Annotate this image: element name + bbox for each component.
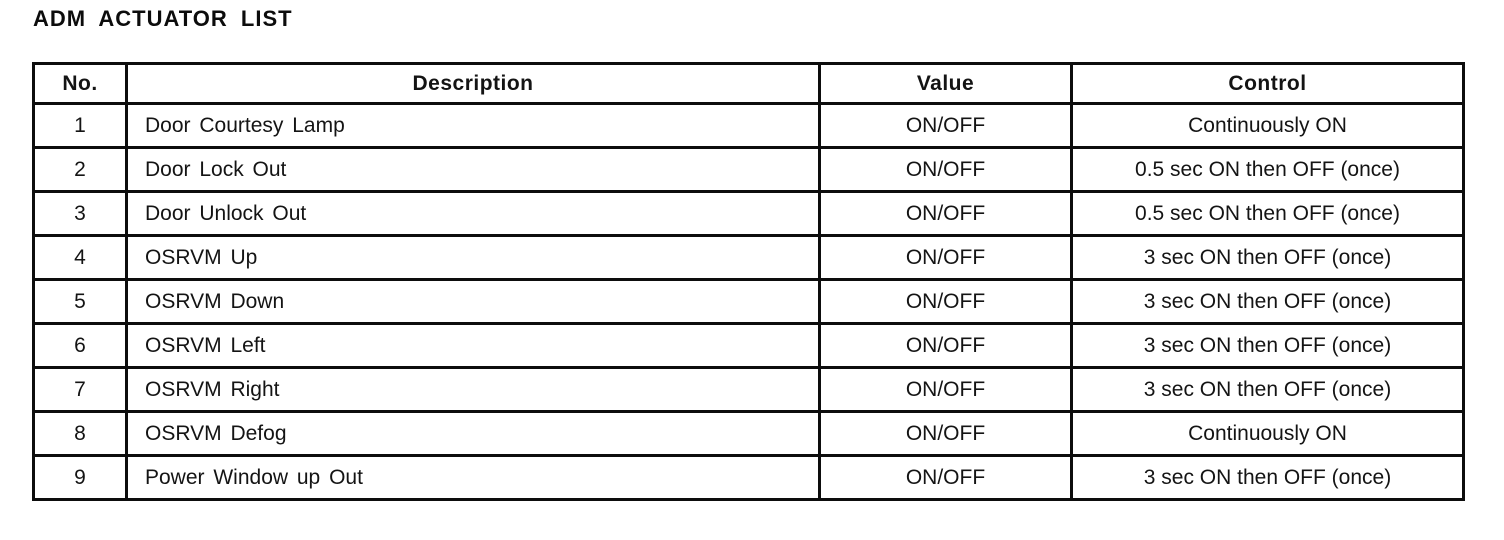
cell-value: ON/OFF	[818, 190, 1073, 237]
cell-no: 8	[32, 410, 128, 457]
cell-no: 3	[32, 190, 128, 237]
table-row: 5 OSRVM Down ON/OFF 3 sec ON then OFF (o…	[32, 278, 1465, 325]
cell-no: 5	[32, 278, 128, 325]
cell-description: OSRVM Down	[125, 278, 821, 325]
cell-description: Door Lock Out	[125, 146, 821, 193]
cell-description: OSRVM Defog	[125, 410, 821, 457]
cell-no: 9	[32, 454, 128, 501]
cell-value: ON/OFF	[818, 102, 1073, 149]
cell-control: Continuously ON	[1070, 410, 1465, 457]
header-control: Control	[1070, 62, 1465, 105]
cell-value: ON/OFF	[818, 410, 1073, 457]
table-row: 6 OSRVM Left ON/OFF 3 sec ON then OFF (o…	[32, 322, 1465, 369]
cell-value: ON/OFF	[818, 234, 1073, 281]
cell-value: ON/OFF	[818, 366, 1073, 413]
cell-control: 3 sec ON then OFF (once)	[1070, 322, 1465, 369]
cell-description: OSRVM Right	[125, 366, 821, 413]
cell-value: ON/OFF	[818, 454, 1073, 501]
cell-control: Continuously ON	[1070, 102, 1465, 149]
cell-control: 3 sec ON then OFF (once)	[1070, 234, 1465, 281]
cell-value: ON/OFF	[818, 322, 1073, 369]
table-row: 3 Door Unlock Out ON/OFF 0.5 sec ON then…	[32, 190, 1465, 237]
header-description: Description	[125, 62, 821, 105]
cell-control: 0.5 sec ON then OFF (once)	[1070, 146, 1465, 193]
cell-no: 2	[32, 146, 128, 193]
cell-value: ON/OFF	[818, 278, 1073, 325]
header-value: Value	[818, 62, 1073, 105]
cell-description: OSRVM Up	[125, 234, 821, 281]
cell-no: 4	[32, 234, 128, 281]
table-row: 1 Door Courtesy Lamp ON/OFF Continuously…	[32, 102, 1465, 149]
cell-control: 3 sec ON then OFF (once)	[1070, 278, 1465, 325]
table-header-row: No. Description Value Control	[32, 62, 1465, 105]
table-row: 9 Power Window up Out ON/OFF 3 sec ON th…	[32, 454, 1465, 501]
table-row: 2 Door Lock Out ON/OFF 0.5 sec ON then O…	[32, 146, 1465, 193]
cell-no: 6	[32, 322, 128, 369]
cell-control: 3 sec ON then OFF (once)	[1070, 454, 1465, 501]
adm-actuator-table: No. Description Value Control 1 Door Cou…	[32, 62, 1465, 501]
cell-description: OSRVM Left	[125, 322, 821, 369]
cell-control: 3 sec ON then OFF (once)	[1070, 366, 1465, 413]
table-row: 8 OSRVM Defog ON/OFF Continuously ON	[32, 410, 1465, 457]
cell-description: Door Unlock Out	[125, 190, 821, 237]
table-row: 4 OSRVM Up ON/OFF 3 sec ON then OFF (onc…	[32, 234, 1465, 281]
cell-description: Door Courtesy Lamp	[125, 102, 821, 149]
header-no: No.	[32, 62, 128, 105]
page-title: ADM ACTUATOR LIST	[33, 6, 293, 31]
cell-no: 7	[32, 366, 128, 413]
table-row: 7 OSRVM Right ON/OFF 3 sec ON then OFF (…	[32, 366, 1465, 413]
cell-no: 1	[32, 102, 128, 149]
cell-control: 0.5 sec ON then OFF (once)	[1070, 190, 1465, 237]
cell-description: Power Window up Out	[125, 454, 821, 501]
cell-value: ON/OFF	[818, 146, 1073, 193]
